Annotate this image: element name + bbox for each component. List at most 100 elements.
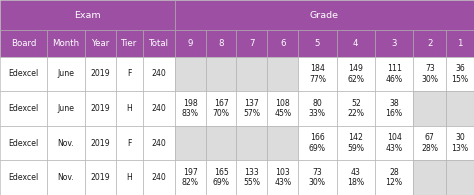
Text: 149
62%: 149 62% (347, 64, 364, 83)
Text: 43
18%: 43 18% (347, 168, 365, 187)
Bar (413, 160, 447, 195)
Text: Grade: Grade (310, 11, 339, 20)
Text: 198
83%: 198 83% (182, 99, 199, 118)
Text: H: H (127, 104, 132, 113)
Text: 38
16%: 38 16% (385, 99, 403, 118)
Text: 2019: 2019 (91, 139, 110, 148)
Text: 7: 7 (249, 39, 255, 48)
Text: 240: 240 (151, 173, 166, 182)
Bar (206, 57, 237, 91)
Bar (0, 30, 47, 57)
Bar (47, 30, 85, 57)
Bar (267, 91, 298, 126)
Bar (116, 160, 143, 195)
Bar (447, 126, 474, 160)
Bar (85, 57, 116, 91)
Bar (375, 160, 413, 195)
Bar (175, 126, 206, 160)
Bar (0, 91, 47, 126)
Text: H: H (127, 173, 132, 182)
Bar (143, 30, 175, 57)
Bar (298, 57, 337, 91)
Bar (447, 91, 474, 126)
Text: 166
69%: 166 69% (309, 133, 326, 153)
Text: Board: Board (11, 39, 36, 48)
Text: 167
70%: 167 70% (212, 99, 229, 118)
Text: F: F (127, 69, 132, 78)
Bar (206, 91, 237, 126)
Bar (413, 30, 447, 57)
Text: 9: 9 (187, 39, 193, 48)
Text: 67
28%: 67 28% (421, 133, 438, 153)
Bar (337, 57, 375, 91)
Bar (237, 91, 267, 126)
Text: Edexcel: Edexcel (9, 104, 38, 113)
Bar (298, 160, 337, 195)
Bar (175, 57, 206, 91)
Bar (375, 30, 413, 57)
Bar (447, 57, 474, 91)
Text: 36
15%: 36 15% (452, 64, 469, 83)
Bar (0, 0, 175, 30)
Text: 240: 240 (151, 69, 166, 78)
Bar (267, 160, 298, 195)
Text: Edexcel: Edexcel (9, 139, 38, 148)
Bar (47, 160, 85, 195)
Bar (413, 57, 447, 91)
Bar (447, 160, 474, 195)
Text: 30
13%: 30 13% (452, 133, 469, 153)
Bar (143, 57, 175, 91)
Bar (0, 160, 47, 195)
Bar (85, 91, 116, 126)
Text: 5: 5 (315, 39, 320, 48)
Bar (116, 91, 143, 126)
Bar (267, 30, 298, 57)
Bar (413, 126, 447, 160)
Bar (413, 91, 447, 126)
Text: Total: Total (149, 39, 169, 48)
Text: 184
77%: 184 77% (309, 64, 326, 83)
Bar (298, 91, 337, 126)
Text: 142
59%: 142 59% (347, 133, 364, 153)
Text: 165
69%: 165 69% (212, 168, 229, 187)
Bar (175, 0, 474, 30)
Text: Tier: Tier (121, 39, 137, 48)
Text: June: June (57, 69, 74, 78)
Text: Month: Month (53, 39, 80, 48)
Bar (375, 126, 413, 160)
Text: Edexcel: Edexcel (9, 69, 38, 78)
Bar (0, 126, 47, 160)
Text: 197
82%: 197 82% (182, 168, 199, 187)
Text: 108
45%: 108 45% (274, 99, 292, 118)
Text: 240: 240 (151, 139, 166, 148)
Text: 73
30%: 73 30% (421, 64, 438, 83)
Bar (337, 30, 375, 57)
Text: 104
43%: 104 43% (385, 133, 403, 153)
Text: 1: 1 (457, 39, 463, 48)
Bar (237, 160, 267, 195)
Bar (206, 160, 237, 195)
Bar (116, 126, 143, 160)
Text: 6: 6 (280, 39, 285, 48)
Bar (143, 160, 175, 195)
Bar (116, 30, 143, 57)
Bar (237, 30, 267, 57)
Text: 2: 2 (427, 39, 433, 48)
Text: Nov.: Nov. (58, 139, 74, 148)
Text: F: F (127, 139, 132, 148)
Bar (175, 30, 206, 57)
Bar (337, 91, 375, 126)
Text: 2019: 2019 (91, 69, 110, 78)
Bar (0, 57, 47, 91)
Text: June: June (57, 104, 74, 113)
Bar (298, 126, 337, 160)
Text: 103
43%: 103 43% (274, 168, 292, 187)
Bar (143, 126, 175, 160)
Bar (267, 57, 298, 91)
Bar (337, 126, 375, 160)
Text: Year: Year (91, 39, 110, 48)
Bar (206, 30, 237, 57)
Bar (47, 126, 85, 160)
Text: 2019: 2019 (91, 173, 110, 182)
Bar (237, 57, 267, 91)
